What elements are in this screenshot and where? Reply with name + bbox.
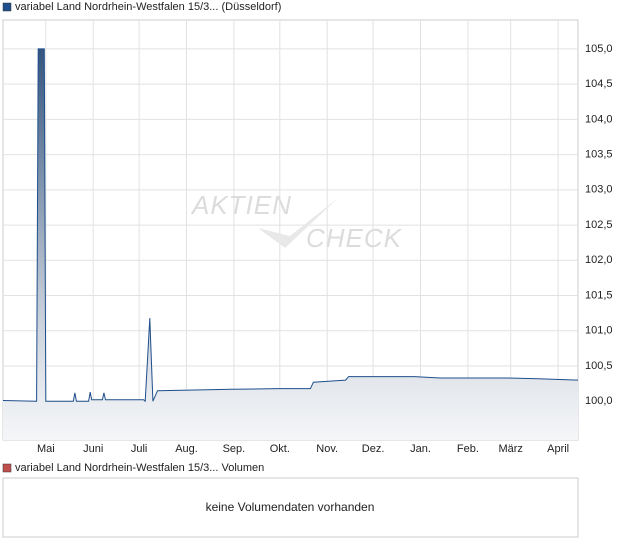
y-tick-label: 102,5 [585, 219, 613, 231]
x-tick-label: Dez. [362, 443, 385, 455]
x-tick-label: März [498, 443, 522, 455]
y-tick-label: 104,5 [585, 78, 613, 90]
x-tick-label: Feb. [457, 443, 479, 455]
y-tick-label: 105,0 [585, 43, 613, 55]
x-tick-label: Sep. [223, 443, 246, 455]
plot-area [2, 19, 579, 441]
legend-swatch [2, 2, 12, 12]
y-tick-label: 101,5 [585, 289, 613, 301]
y-tick-label: 103,5 [585, 149, 613, 161]
x-tick-label: Okt. [270, 443, 290, 455]
watermark-check [258, 198, 338, 248]
y-tick-label: 100,5 [585, 360, 613, 372]
y-tick-label: 101,0 [585, 325, 613, 337]
watermark: CHECK [306, 223, 403, 253]
legend-label: variabel Land Nordrhein-Westfalen 15/3..… [15, 462, 264, 474]
x-tick-label: Nov. [316, 443, 338, 455]
volume-message: keine Volumendaten vorhanden [206, 500, 375, 514]
y-tick-label: 103,0 [585, 184, 613, 196]
legend-swatch [2, 463, 12, 473]
watermark: AKTIEN [190, 190, 292, 220]
x-tick-label: Aug. [175, 443, 198, 455]
legend-label: variabel Land Nordrhein-Westfalen 15/3..… [15, 1, 281, 13]
y-tick-label: 104,0 [585, 113, 613, 125]
x-tick-label: Mai [37, 443, 55, 455]
line [2, 48, 579, 403]
area [3, 48, 578, 441]
volume-panel [2, 477, 579, 538]
x-tick-label: Jan. [410, 443, 431, 455]
x-tick-label: Juni [83, 443, 103, 455]
y-tick-label: 100,0 [585, 395, 613, 407]
x-tick-label: Juli [131, 443, 148, 455]
x-tick-label: April [547, 443, 569, 455]
y-tick-label: 102,0 [585, 254, 613, 266]
